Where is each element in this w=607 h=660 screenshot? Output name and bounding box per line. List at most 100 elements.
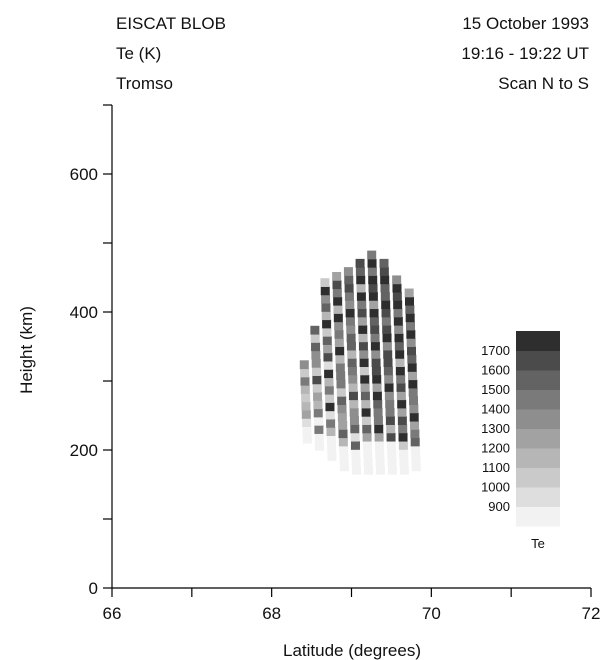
te-cell bbox=[395, 366, 405, 376]
te-cell bbox=[411, 454, 421, 463]
colorbar-tick-label: 1300 bbox=[481, 421, 510, 436]
te-cell bbox=[381, 308, 391, 318]
te-cell bbox=[349, 407, 359, 417]
te-cell bbox=[380, 275, 390, 285]
te-cell bbox=[369, 316, 379, 326]
te-cell bbox=[339, 445, 349, 455]
x-tick-label: 68 bbox=[262, 604, 281, 623]
te-cell bbox=[320, 286, 330, 296]
te-cell bbox=[382, 325, 392, 334]
beam bbox=[379, 258, 397, 475]
te-cell bbox=[374, 441, 384, 450]
te-cell bbox=[407, 346, 417, 356]
te-cell bbox=[409, 396, 419, 405]
te-cell bbox=[359, 349, 369, 359]
te-cell bbox=[360, 374, 370, 384]
te-cell bbox=[350, 441, 360, 450]
te-cell bbox=[370, 333, 380, 343]
te-cell bbox=[361, 407, 371, 417]
te-cell bbox=[393, 316, 403, 326]
te-cell bbox=[310, 325, 320, 335]
te-cell bbox=[324, 385, 334, 395]
te-cell bbox=[410, 421, 420, 430]
te-cell bbox=[336, 387, 346, 397]
te-cell bbox=[349, 399, 359, 409]
te-cell bbox=[322, 336, 332, 345]
te-cell bbox=[302, 434, 312, 444]
te-cell bbox=[399, 465, 409, 475]
te-cell bbox=[336, 371, 346, 381]
te-cell bbox=[375, 457, 385, 467]
plot-area bbox=[299, 250, 421, 475]
te-cell bbox=[408, 371, 418, 381]
te-cell bbox=[339, 462, 349, 472]
beam bbox=[404, 288, 421, 472]
te-cell bbox=[302, 418, 312, 428]
te-cell bbox=[370, 341, 380, 351]
te-cell bbox=[348, 383, 358, 392]
te-cell bbox=[334, 338, 344, 347]
te-cell bbox=[383, 366, 393, 376]
te-cell bbox=[411, 462, 421, 472]
te-cell bbox=[381, 316, 391, 326]
te-cell bbox=[301, 393, 311, 403]
te-cell bbox=[383, 349, 393, 359]
te-cell bbox=[362, 424, 372, 434]
te-cell bbox=[396, 383, 406, 392]
te-cell bbox=[386, 424, 396, 434]
te-cell bbox=[322, 319, 332, 329]
te-cell bbox=[371, 349, 381, 359]
te-cell bbox=[397, 399, 407, 409]
te-cell bbox=[374, 432, 384, 442]
beam bbox=[299, 360, 312, 444]
colorbar-tick-label: 1100 bbox=[482, 460, 510, 475]
x-tick-label: 72 bbox=[582, 604, 601, 623]
te-cell bbox=[394, 341, 404, 351]
te-cell bbox=[375, 465, 385, 475]
te-cell bbox=[396, 391, 406, 401]
te-cell bbox=[348, 391, 358, 401]
colorbar-tick-label: 1600 bbox=[481, 363, 510, 378]
te-cell bbox=[392, 283, 402, 293]
te-cell bbox=[339, 454, 349, 463]
te-cell bbox=[326, 435, 336, 445]
te-cell bbox=[374, 424, 384, 434]
te-cell bbox=[399, 457, 409, 467]
te-cell bbox=[387, 465, 397, 475]
te-cell bbox=[312, 383, 322, 393]
te-cell bbox=[367, 250, 377, 260]
te-cell bbox=[327, 443, 337, 453]
te-cell bbox=[361, 416, 371, 425]
te-cell bbox=[349, 416, 359, 425]
te-cell bbox=[300, 385, 310, 394]
te-cell bbox=[380, 283, 390, 293]
x-tick-label: 66 bbox=[103, 604, 122, 623]
te-cell bbox=[325, 402, 335, 412]
te-cell bbox=[409, 412, 419, 422]
header-left-line-3: Tromso bbox=[116, 74, 173, 93]
colorbar-swatch bbox=[516, 487, 560, 507]
te-cell bbox=[322, 327, 332, 337]
te-cell bbox=[300, 368, 310, 378]
te-cell bbox=[299, 360, 309, 370]
y-tick-label: 400 bbox=[70, 303, 98, 322]
y-axis-label: Height (km) bbox=[17, 306, 36, 394]
te-cell bbox=[385, 416, 395, 425]
te-cell bbox=[323, 360, 333, 370]
te-cell bbox=[373, 416, 383, 425]
te-cell bbox=[315, 441, 325, 451]
te-cell bbox=[408, 387, 418, 397]
te-cell bbox=[393, 300, 403, 310]
colorbar-swatch bbox=[516, 370, 560, 390]
te-cell bbox=[351, 457, 361, 467]
te-cell bbox=[347, 366, 357, 376]
header-left-line-1: EISCAT BLOB bbox=[116, 14, 226, 33]
colorbar-tick-label: 900 bbox=[488, 499, 510, 514]
te-cell bbox=[333, 296, 343, 306]
te-cell bbox=[338, 429, 348, 439]
te-cell bbox=[359, 366, 369, 376]
te-cell bbox=[397, 407, 407, 417]
te-cell bbox=[411, 445, 421, 455]
te-cell bbox=[399, 449, 409, 459]
te-cell bbox=[320, 278, 330, 287]
